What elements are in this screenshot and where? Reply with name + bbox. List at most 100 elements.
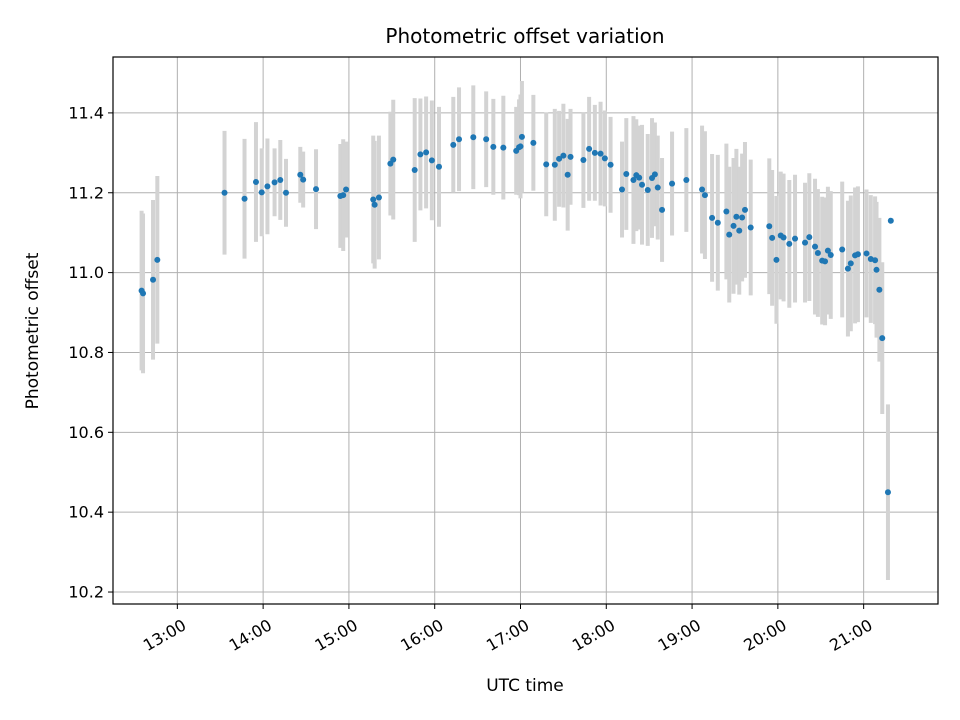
data-point [530, 139, 537, 146]
y-tick-label: 11.4 [68, 103, 104, 122]
data-point [699, 186, 706, 193]
data-point [597, 150, 604, 157]
data-point [518, 133, 525, 140]
data-point [560, 152, 567, 159]
data-point [140, 290, 147, 297]
data-point [607, 161, 614, 168]
data-point [150, 276, 157, 283]
data-point [669, 180, 676, 187]
data-point [456, 136, 463, 143]
data-point [723, 208, 730, 215]
data-point [701, 192, 708, 199]
data-point [370, 196, 377, 203]
data-point [726, 231, 733, 238]
data-point [221, 189, 228, 196]
data-point [683, 176, 690, 183]
y-tick-label: 10.4 [68, 503, 104, 522]
data-point [844, 265, 851, 272]
data-point [567, 153, 574, 160]
data-point [773, 256, 780, 263]
data-point [766, 223, 773, 230]
data-point [822, 258, 829, 265]
data-point [483, 136, 490, 143]
y-tick-label: 10.6 [68, 423, 104, 442]
data-point [863, 250, 870, 257]
data-point [854, 251, 861, 258]
data-point [340, 192, 347, 199]
data-point [450, 141, 457, 148]
data-point [551, 161, 558, 168]
data-point [470, 134, 477, 141]
data-point [741, 206, 748, 213]
plot-area-frame [112, 56, 939, 605]
data-point [371, 201, 378, 208]
data-point [824, 247, 831, 254]
data-point [659, 206, 666, 213]
data-point [390, 156, 397, 163]
y-tick-label: 11.2 [68, 183, 104, 202]
data-point [601, 155, 608, 162]
chart-title: Photometric offset variation [385, 24, 664, 48]
data-point [580, 157, 587, 164]
data-point [872, 257, 879, 264]
data-point [792, 235, 799, 242]
data-point [884, 489, 891, 496]
data-point [252, 178, 259, 185]
data-point [154, 256, 161, 263]
data-point [297, 171, 304, 178]
data-point [619, 186, 626, 193]
data-point [241, 195, 248, 202]
data-point [714, 219, 721, 226]
data-point [623, 170, 630, 177]
data-point [564, 171, 571, 178]
data-point [769, 234, 776, 241]
data-point [847, 260, 854, 267]
data-point [313, 186, 320, 193]
data-point [730, 222, 737, 229]
data-point [264, 183, 271, 190]
data-point [802, 239, 809, 246]
data-point [591, 149, 598, 156]
data-point [639, 181, 646, 188]
data-point [630, 176, 637, 183]
data-point [814, 250, 821, 257]
data-point [283, 189, 290, 196]
data-point [435, 163, 442, 170]
data-point [780, 234, 787, 241]
y-axis-label: Photometric offset [23, 252, 43, 409]
data-point [827, 252, 834, 259]
data-points [138, 133, 894, 496]
data-point [806, 234, 813, 241]
data-point [839, 246, 846, 253]
data-point [258, 189, 265, 196]
data-point [300, 176, 307, 183]
data-point [873, 266, 880, 273]
y-tick-label: 10.2 [68, 583, 104, 602]
data-point [709, 214, 716, 221]
y-tick-label: 11.0 [68, 263, 104, 282]
data-point [490, 143, 497, 150]
data-point [812, 243, 819, 250]
data-point [644, 186, 651, 193]
data-point [887, 217, 894, 224]
data-point [556, 155, 563, 162]
data-point [271, 179, 278, 186]
data-point [733, 213, 740, 220]
data-point [517, 143, 524, 150]
y-tick-label: 10.8 [68, 343, 104, 362]
data-point [747, 224, 754, 231]
data-point [879, 335, 886, 342]
data-point [586, 145, 593, 152]
data-point [428, 157, 435, 164]
data-point [375, 194, 382, 201]
data-point [736, 227, 743, 234]
data-point [411, 166, 418, 173]
data-point [277, 176, 284, 183]
grid-lines [113, 57, 938, 604]
data-point [739, 214, 746, 221]
data-point [543, 161, 550, 168]
data-point [786, 240, 793, 247]
data-point [343, 186, 350, 193]
